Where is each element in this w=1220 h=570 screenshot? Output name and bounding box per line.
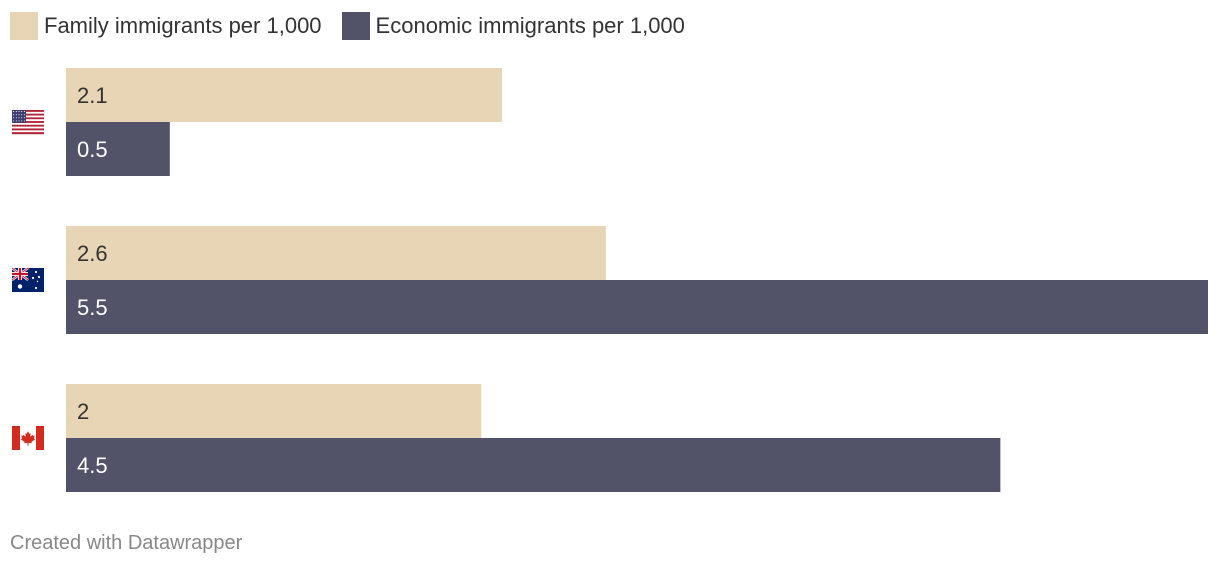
- bar: [66, 438, 1001, 492]
- bar-value-label: 2.1: [77, 83, 108, 108]
- bar-chart: United States 2.1 0.5 Australia 2.6 5.5 Canada…: [11, 68, 1208, 492]
- datawrapper-credit: Created with Datawrapper: [10, 532, 243, 554]
- bar-value-label: 2: [77, 399, 89, 424]
- bar-value-label: 0.5: [77, 137, 108, 162]
- bar: [66, 384, 482, 438]
- bar-group: United States 2.1 0.5: [12, 68, 503, 176]
- bar: [66, 280, 1208, 334]
- bar: [66, 68, 503, 122]
- legend-label-family: Family immigrants per 1,000: [44, 13, 322, 38]
- bar-value-label: 5.5: [77, 295, 108, 320]
- bar: [66, 122, 170, 176]
- bar: [66, 226, 606, 280]
- bar-group: Australia 2.6 5.5: [11, 226, 1208, 334]
- bar-group: Canada 2 4.5: [12, 384, 1001, 492]
- chart-legend: Family immigrants per 1,000 Economic imm…: [10, 11, 705, 41]
- legend-label-economic: Economic immigrants per 1,000: [375, 13, 685, 38]
- legend-swatch-economic: [341, 12, 370, 40]
- australia-flag-icon: Australia: [11, 267, 44, 292]
- canada-flag-icon: Canada: [12, 426, 44, 450]
- legend-item-economic: Economic immigrants per 1,000: [341, 12, 685, 40]
- bar-value-label: 2.6: [77, 241, 108, 266]
- legend-item-family: Family immigrants per 1,000: [10, 12, 322, 40]
- us-flag-icon: United States: [12, 110, 44, 135]
- legend-swatch-family: [10, 12, 38, 40]
- bar-value-label: 4.5: [77, 453, 108, 478]
